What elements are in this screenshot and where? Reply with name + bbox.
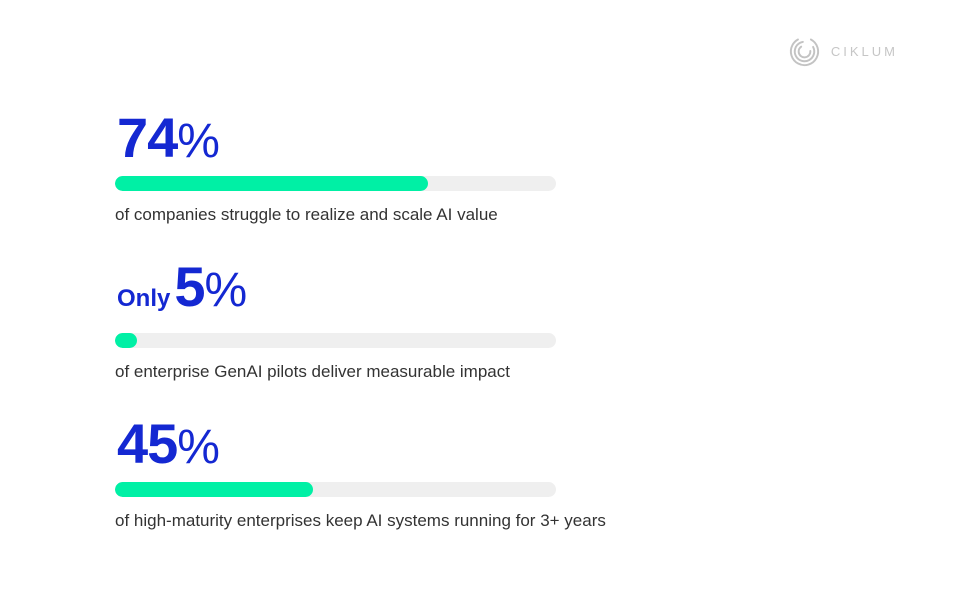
percent-sign: % [177,115,220,168]
ciklum-logo: CIKLUM [786,33,898,70]
progress-bar-track [115,176,556,191]
stat-caption: of high-maturity enterprises keep AI sys… [115,511,606,530]
ciklum-logo-icon [789,36,819,67]
stats-list: 74% of companies struggle to realize and… [115,106,606,561]
progress-bar-fill [115,333,138,348]
stat-prefix: Only [117,285,171,312]
stat-value-45: 45% [117,412,556,480]
stat-block-genai-pilots: Only5% of enterprise GenAI pilots delive… [115,255,556,383]
progress-bar-fill [115,482,314,497]
stat-value-74: 74% [117,106,556,174]
stat-block-companies: 74% of companies struggle to realize and… [115,106,556,226]
ciklum-logo-text: CIKLUM [830,44,898,59]
stat-value-number: 5 [174,255,205,318]
stat-caption: of companies struggle to realize and sca… [115,205,498,224]
stat-block-high-maturity: 45% of high-maturity enterprises keep AI… [115,412,606,532]
percent-sign: % [204,264,248,317]
stat-value-number: 74 [117,106,178,169]
percent-sign: % [177,421,220,474]
progress-bar-track [115,333,556,348]
stat-value-5: Only5% [117,255,556,331]
progress-bar-track [115,482,556,497]
stat-value-number: 45 [117,412,178,475]
stat-caption: of enterprise GenAI pilots deliver measu… [115,362,510,381]
progress-bar-fill [115,176,429,191]
